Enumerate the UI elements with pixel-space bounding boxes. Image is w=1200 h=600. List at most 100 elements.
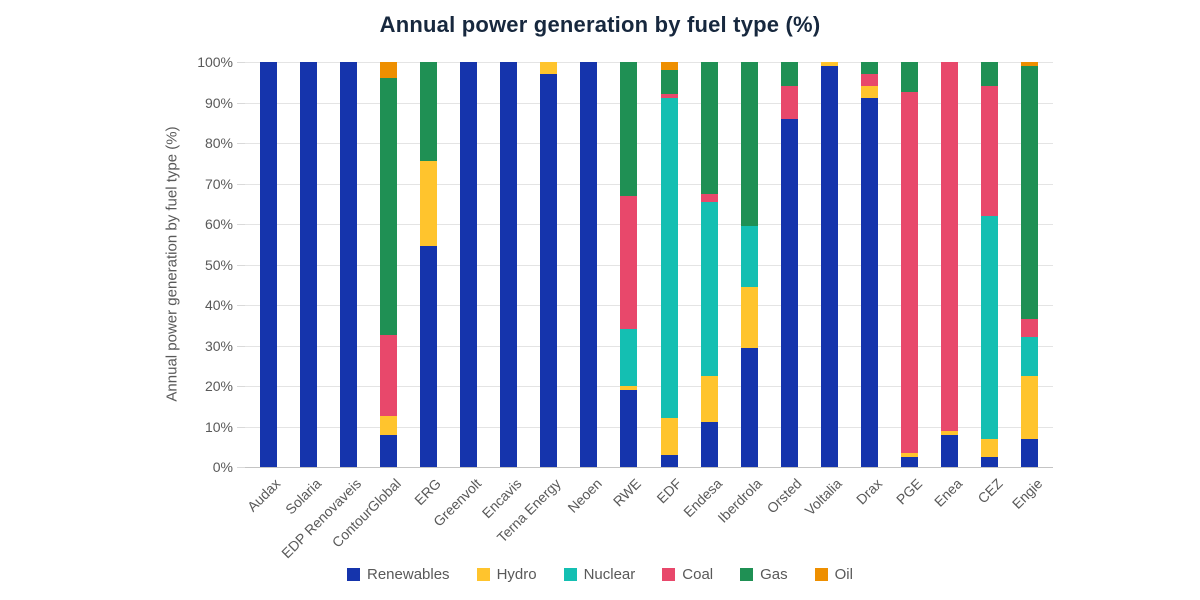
- gridline: [245, 183, 1053, 185]
- bar-segment-nuclear: [660, 98, 678, 419]
- y-tick-mark: [237, 62, 245, 63]
- bar-segment-renewables: [259, 62, 277, 467]
- legend-swatch-oil: [814, 568, 828, 581]
- bar-segment-gas: [901, 62, 919, 93]
- bar-segment-coal: [620, 195, 638, 330]
- bar-segment-renewables: [861, 98, 878, 467]
- legend-label: Coal: [682, 566, 714, 583]
- bar-neoen: [580, 62, 598, 467]
- bar-segment-hydro: [1021, 375, 1039, 439]
- y-tick-label: 90%: [204, 94, 233, 111]
- x-axis-label-pge: PGE: [892, 475, 926, 508]
- gridline: [245, 62, 1053, 63]
- bar-segment-coal: [941, 62, 959, 431]
- y-tick-label: 0%: [212, 459, 233, 475]
- bar-segment-coal: [660, 94, 678, 99]
- bar-cez: [981, 62, 999, 467]
- bar-segment-nuclear: [981, 215, 999, 439]
- gridline: [245, 143, 1053, 144]
- bar-segment-coal: [379, 335, 397, 417]
- y-tick-label: 30%: [204, 337, 233, 354]
- x-axis-label-cez: CEZ: [974, 475, 1006, 507]
- bar-segment-renewables: [460, 62, 477, 467]
- y-tick-mark: [237, 143, 245, 144]
- bar-segment-hydro: [700, 375, 718, 423]
- bar-segment-renewables: [660, 454, 678, 467]
- bar-segment-hydro: [901, 452, 919, 457]
- legend-label: Renewables: [367, 566, 450, 583]
- bar-segment-nuclear: [700, 201, 718, 376]
- bar-segment-hydro: [660, 418, 678, 455]
- x-axis-label-enea: Enea: [930, 475, 966, 510]
- y-tick-mark: [237, 264, 245, 266]
- bar-pge: [901, 62, 919, 467]
- legend-item-hydro: Hydro: [476, 566, 537, 583]
- bar-drax: [861, 62, 878, 467]
- legend-label: Oil: [834, 566, 853, 583]
- bar-segment-gas: [379, 78, 397, 336]
- bar-segment-renewables: [299, 62, 317, 467]
- y-tick-label: 50%: [204, 256, 233, 273]
- legend-label: Gas: [760, 566, 788, 583]
- chart-title: Annual power generation by fuel type (%): [379, 12, 821, 37]
- y-tick-mark: [237, 467, 245, 468]
- bar-segment-hydro: [820, 62, 838, 67]
- bar-segment-oil: [1021, 62, 1039, 67]
- bar-segment-oil: [379, 62, 397, 79]
- bar-segment-renewables: [419, 246, 437, 467]
- plot-area: 0% 10% 20% 30% 40% 50% 60% 70% 80% 90% 100% Audax So…: [197, 55, 1053, 561]
- y-tick-mark: [237, 183, 245, 185]
- y-tick-label: 80%: [204, 135, 233, 151]
- bar-segment-gas: [700, 62, 718, 194]
- bar-engie: [1021, 62, 1039, 467]
- bar-solaria: [299, 62, 317, 467]
- x-axis-label-rwe: RWE: [610, 475, 645, 510]
- legend-item-coal: Coal: [662, 566, 713, 583]
- gridline: [245, 345, 1053, 347]
- bar-segment-coal: [780, 86, 798, 119]
- bar-endesa: [700, 62, 718, 467]
- legend-swatch-hydro: [476, 568, 490, 581]
- bar-segment-renewables: [740, 347, 758, 467]
- legend-item-nuclear: Nuclear: [563, 566, 635, 583]
- x-axis-label-voltalia: Voltalia: [801, 475, 846, 519]
- bar-segment-gas: [861, 62, 878, 75]
- bar-segment-renewables: [500, 62, 518, 467]
- legend-item-gas: Gas: [740, 566, 788, 583]
- bar-segment-coal: [1021, 319, 1039, 338]
- gridline: [245, 305, 1053, 306]
- bar-segment-renewables: [820, 66, 838, 467]
- x-axis-label-engie: Engie: [1008, 475, 1046, 512]
- bar-segment-renewables: [981, 456, 999, 467]
- bar-segment-renewables: [901, 456, 919, 467]
- bar-enea: [941, 62, 959, 467]
- gridline: [245, 264, 1053, 266]
- legend-swatch-nuclear: [563, 568, 577, 581]
- bar-audax: [259, 62, 277, 467]
- bar-segment-renewables: [941, 434, 959, 467]
- bar-segment-renewables: [540, 74, 558, 467]
- bar-segment-hydro: [620, 386, 638, 391]
- x-axis-label-orsted: Orsted: [763, 475, 805, 517]
- bar-segment-renewables: [580, 62, 598, 467]
- bar-contourglobal: [379, 62, 397, 467]
- legend-label: Hydro: [496, 566, 537, 583]
- bar-segment-hydro: [379, 416, 397, 435]
- y-tick-label: 100%: [197, 54, 233, 70]
- y-tick-label: 60%: [204, 216, 233, 232]
- gridline: [245, 224, 1053, 225]
- bar-segment-gas: [740, 62, 758, 227]
- legend-item-oil: Oil: [814, 566, 853, 583]
- y-tick-mark: [237, 345, 245, 347]
- x-axis-line: [245, 467, 1053, 468]
- x-axis-label-audax: Audax: [244, 475, 284, 515]
- bar-segment-hydro: [941, 430, 959, 435]
- legend-swatch-renewables: [347, 568, 360, 581]
- y-tick-mark: [237, 102, 245, 104]
- y-tick-mark: [237, 426, 245, 428]
- bar-segment-gas: [419, 62, 437, 162]
- bar-segment-gas: [981, 62, 999, 87]
- bar-segment-renewables: [620, 390, 638, 467]
- bar-edf: [660, 62, 678, 467]
- bar-segment-coal: [981, 86, 999, 216]
